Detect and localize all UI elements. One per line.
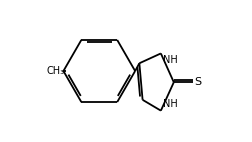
Text: CH₃: CH₃ xyxy=(47,66,65,76)
Text: NH: NH xyxy=(163,55,177,65)
Text: S: S xyxy=(194,77,201,87)
Text: NH: NH xyxy=(163,99,177,109)
